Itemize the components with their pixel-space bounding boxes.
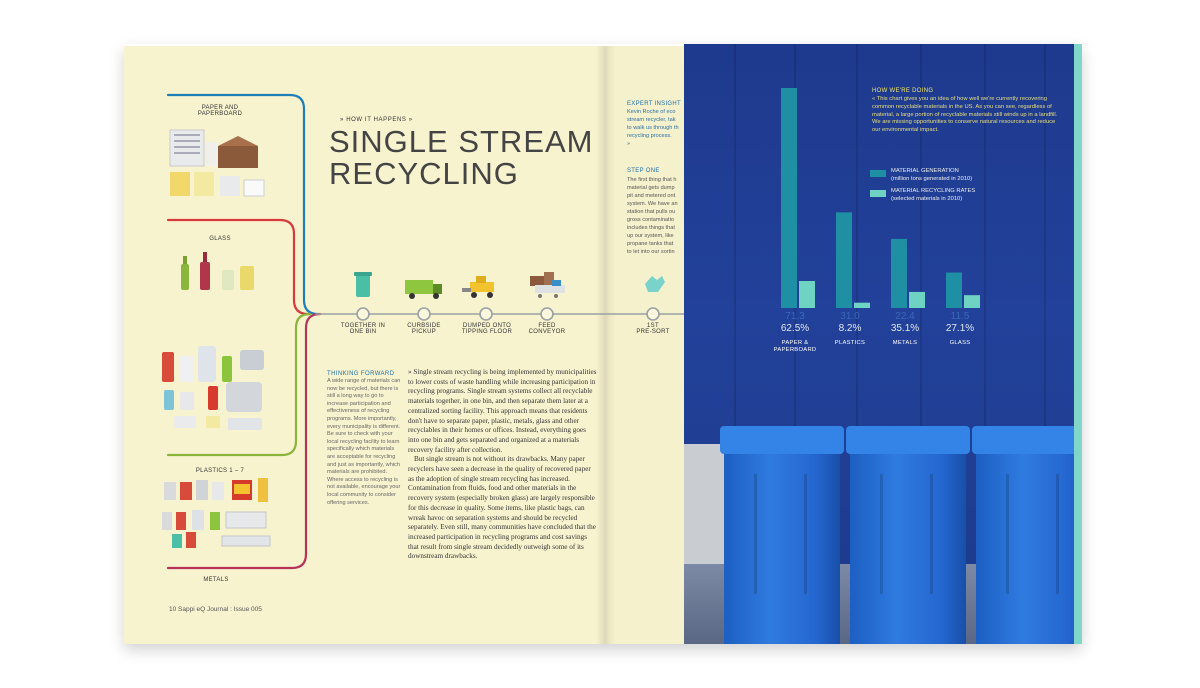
paper-items-icon [169, 129, 265, 197]
rate-value-label: 8.2% [838, 323, 862, 334]
body-text: » Single stream recycling is being imple… [408, 368, 598, 562]
category-label-metals: METALS [203, 577, 229, 583]
recycling-bin-icon [354, 272, 372, 297]
expert-line: stream recycler, tak [627, 117, 676, 123]
blue-bin-2 [846, 426, 970, 644]
step-label-3: DUMPED ONTO TIPPING FLOOR [461, 323, 513, 335]
category-label-plastics: PLASTICS 1 – 7 [195, 468, 245, 474]
step-line: to let into our sortin [627, 249, 675, 255]
step-label-1: TOGETHER IN ONE BIN [340, 323, 386, 335]
thinking-forward-heading: THINKING FORWARD [327, 371, 395, 377]
expert-line: to walk us through th [627, 125, 679, 131]
rail-red [166, 218, 310, 316]
loader-truck-icon [462, 276, 494, 298]
category-tick-label: PLASTICS [834, 340, 866, 346]
category-label-paper: PAPER AND PAPERBOARD [197, 105, 243, 117]
garbage-truck-icon [405, 280, 442, 299]
rail-blue [166, 93, 320, 316]
bar-rate-1 [854, 302, 870, 308]
category-tick-label: GLASS [949, 340, 971, 346]
step-line: up our system, like [627, 233, 674, 239]
step-label-2: CURBSIDE PICKUP [407, 323, 441, 335]
recycling-bins-photo [684, 44, 1074, 644]
expert-line: » [627, 141, 631, 147]
bar-rate-3 [964, 295, 980, 308]
generation-value-label: 71.3 [785, 311, 805, 322]
body-paragraph-2: But single stream is not without its dra… [408, 455, 596, 561]
bar-generation-2 [891, 238, 907, 308]
legend-generation-label: MATERIAL GENERATION [891, 168, 959, 174]
legend-rates-label: MATERIAL RECYCLING RATES [891, 188, 976, 194]
step-node-1 [356, 307, 370, 321]
bar-generation-1 [836, 212, 852, 308]
expert-insight-text: Kevin Roche of eco stream recycler, tak … [627, 108, 683, 148]
rate-value-label: 27.1% [945, 323, 975, 334]
expert-line: Kevin Roche of eco [627, 109, 676, 115]
how-were-doing-text: « This chart gives you an idea of how we… [872, 96, 1058, 134]
legend-generation: MATERIAL GENERATION (million tons genera… [891, 168, 972, 183]
conveyor-pile-icon [530, 272, 565, 298]
step-label-4: FEED CONVEYOR [528, 323, 566, 335]
step-one-heading: STEP ONE [627, 168, 660, 174]
page-footer: 10 Sappi eQ Journal : Issue 005 [169, 606, 262, 613]
category-tick-label: PAPER & PAPERBOARD [773, 340, 817, 353]
step-line: includes things that [627, 225, 675, 231]
expert-line: recycling process. [627, 133, 672, 139]
thinking-forward-text: A wide range of materials can now be rec… [327, 378, 401, 506]
rail-crimson [166, 312, 322, 570]
generation-value-label: 22.4 [895, 311, 915, 322]
rate-value-label: 35.1% [890, 323, 920, 334]
category-tick-label: METALS [892, 340, 918, 346]
page-edge [1074, 44, 1082, 644]
section-kicker: » HOW IT HAPPENS » [340, 117, 413, 123]
bar-rate-0 [799, 281, 815, 308]
page-title: SINGLE STREAM RECYCLING [329, 126, 594, 190]
step-line: station that pulls ou [627, 209, 676, 215]
step-node-2 [417, 307, 431, 321]
title-line-2: RECYCLING [329, 156, 519, 191]
bar-generation-0 [781, 88, 797, 308]
blue-bin-1 [720, 426, 844, 644]
legend-generation-sub: (million tons generated in 2010) [891, 175, 973, 182]
step-line: gross contaminatio [627, 217, 674, 223]
body-paragraph-1: » Single stream recycling is being imple… [408, 368, 597, 454]
metal-cans-icon [162, 478, 271, 548]
category-label-glass: GLASS [209, 236, 231, 242]
step-node-4 [540, 307, 554, 321]
legend-swatch-rates [870, 190, 886, 197]
step-label-5: 1ST PRE-SORT [636, 323, 670, 335]
step-line: system. We have an [627, 201, 678, 207]
title-line-1: SINGLE STREAM [329, 124, 594, 159]
step-line: propane tanks that [627, 241, 674, 247]
rail-green [166, 312, 312, 457]
step-one-text: The first thing that h material gets dum… [627, 176, 683, 256]
legend-rates-sub: (selected materials in 2010) [891, 195, 963, 202]
generation-value-label: 11.5 [950, 311, 970, 322]
step-node-5 [646, 307, 660, 321]
legend-rates: MATERIAL RECYCLING RATES (selected mater… [891, 188, 975, 203]
step-line: pit and metered ont [627, 193, 676, 199]
step-line: material gets dump [627, 185, 675, 191]
middle-page [604, 46, 684, 644]
rate-value-label: 62.5% [780, 323, 810, 334]
plastic-containers-icon [162, 346, 264, 430]
generation-value-label: 31.0 [840, 311, 860, 322]
bar-rate-2 [909, 291, 925, 308]
expert-insight-heading: EXPERT INSIGHT [627, 101, 681, 107]
bar-generation-3 [946, 272, 962, 308]
legend-swatch-generation [870, 170, 886, 177]
blue-bin-3 [972, 426, 1074, 644]
page-gutter [596, 46, 616, 644]
how-were-doing-heading: HOW WE'RE DOING [872, 88, 934, 94]
step-line: The first thing that h [627, 177, 677, 183]
sorting-glove-icon [645, 276, 665, 292]
glass-bottles-icon [181, 252, 254, 290]
step-node-3 [479, 307, 493, 321]
